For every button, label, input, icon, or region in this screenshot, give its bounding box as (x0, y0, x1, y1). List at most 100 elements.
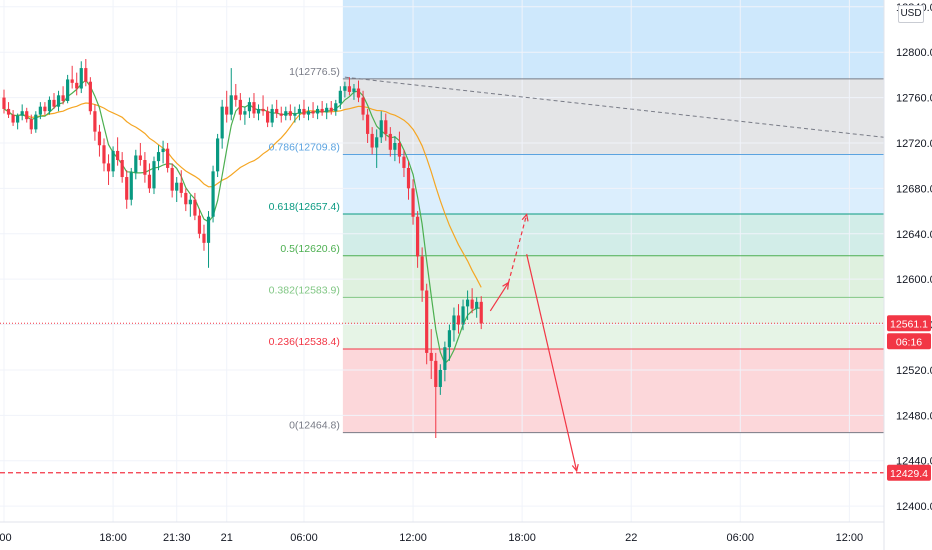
target-level-badge-bg (887, 464, 931, 481)
fib-level-label: 0.382(12583.9) (269, 284, 340, 296)
candle (243, 106, 247, 125)
candle-body (179, 182, 183, 193)
candle (188, 195, 192, 217)
projection-arrowhead (521, 213, 529, 222)
currency-label[interactable]: USD (898, 5, 924, 23)
candle (234, 83, 238, 107)
candle-body (270, 108, 274, 123)
candle (343, 81, 347, 98)
fib-zone (342, 255, 884, 298)
candle-body (397, 142, 402, 157)
candle-body (129, 172, 133, 200)
candle (70, 65, 74, 89)
candle (338, 86, 342, 109)
moving-averages (3, 79, 482, 365)
candle (425, 283, 429, 365)
candle (279, 106, 283, 123)
projection-arrowhead (571, 463, 579, 473)
candle-body (106, 163, 111, 172)
time-tick-label: 12:00 (836, 532, 864, 544)
candle-body (56, 95, 61, 107)
candle-body (306, 111, 311, 115)
candle-body (16, 115, 20, 123)
candle-body (225, 106, 229, 115)
candle-body (456, 315, 461, 325)
candle (434, 352, 438, 439)
candle (175, 177, 179, 202)
candle-body (406, 167, 411, 189)
fib-level-lines (342, 78, 884, 434)
candle (147, 163, 152, 193)
candle-body (47, 99, 52, 112)
candle (325, 103, 329, 120)
candle-body (375, 137, 379, 148)
candle-body (79, 68, 83, 89)
current-price-badge-text: 12561.1 (890, 318, 928, 330)
fib-level-label: 0.236(12538.4) (269, 336, 340, 348)
candle (161, 140, 165, 164)
candle-body (143, 160, 147, 175)
candle-body (284, 111, 288, 116)
target-level-badge-text: 12429.4 (890, 468, 928, 480)
candle-body (161, 148, 165, 153)
candle-body (20, 111, 24, 116)
candle (134, 149, 138, 180)
candle-body (293, 113, 297, 116)
candle (465, 290, 470, 321)
candle (261, 95, 265, 116)
candle-body (352, 88, 356, 92)
candle-body (475, 301, 479, 309)
candle-body (261, 108, 265, 112)
candle (438, 364, 442, 395)
candle-body (34, 114, 38, 130)
candle (129, 167, 133, 206)
candle-body (84, 68, 88, 82)
candle (11, 110, 15, 126)
candle (2, 89, 6, 114)
candle (352, 83, 356, 100)
candle (47, 96, 52, 115)
candle-body (220, 106, 224, 139)
candle-body (188, 199, 192, 205)
candle (366, 108, 370, 143)
candle (320, 100, 324, 116)
price-tick-label: 12640.0 (896, 229, 932, 241)
fib-level-labels: 1(12776.5) 0.786(12709.8) 0.618(12657.4) 0.… (269, 66, 340, 432)
fib-zone (342, 154, 884, 215)
fib-zones (342, 0, 884, 433)
time-tick-label: 12:00 (399, 532, 427, 544)
time-tick-label: 22 (625, 532, 637, 544)
candle (447, 324, 452, 361)
candle (206, 211, 211, 268)
candle (143, 152, 147, 183)
candle (443, 341, 447, 382)
ma-fast-line (3, 79, 482, 365)
candle-body (2, 97, 6, 109)
candle (397, 131, 402, 164)
candle (66, 74, 70, 104)
candle (179, 170, 183, 198)
candle-body (134, 155, 138, 173)
projection-line (489, 282, 510, 312)
projection-arrowhead (502, 281, 510, 290)
candle-body (329, 107, 333, 112)
countdown-badge-text: 06:16 (896, 336, 922, 348)
price-tick-label: 12680.0 (896, 183, 932, 195)
candle-body (384, 120, 388, 134)
candle-body (38, 106, 42, 115)
candle-body (88, 81, 92, 112)
time-tick-label: :00 (0, 532, 12, 544)
candle-body (311, 111, 315, 114)
candle-body (93, 111, 97, 132)
candle (216, 133, 220, 178)
candle-body (370, 133, 374, 148)
candle-body (438, 369, 442, 387)
candle (238, 93, 242, 121)
candle-body (66, 79, 70, 101)
countdown-badge-bg (887, 333, 931, 350)
candle-body (120, 160, 124, 178)
candle-body (288, 111, 292, 116)
candle (270, 104, 274, 128)
candle (166, 142, 170, 173)
